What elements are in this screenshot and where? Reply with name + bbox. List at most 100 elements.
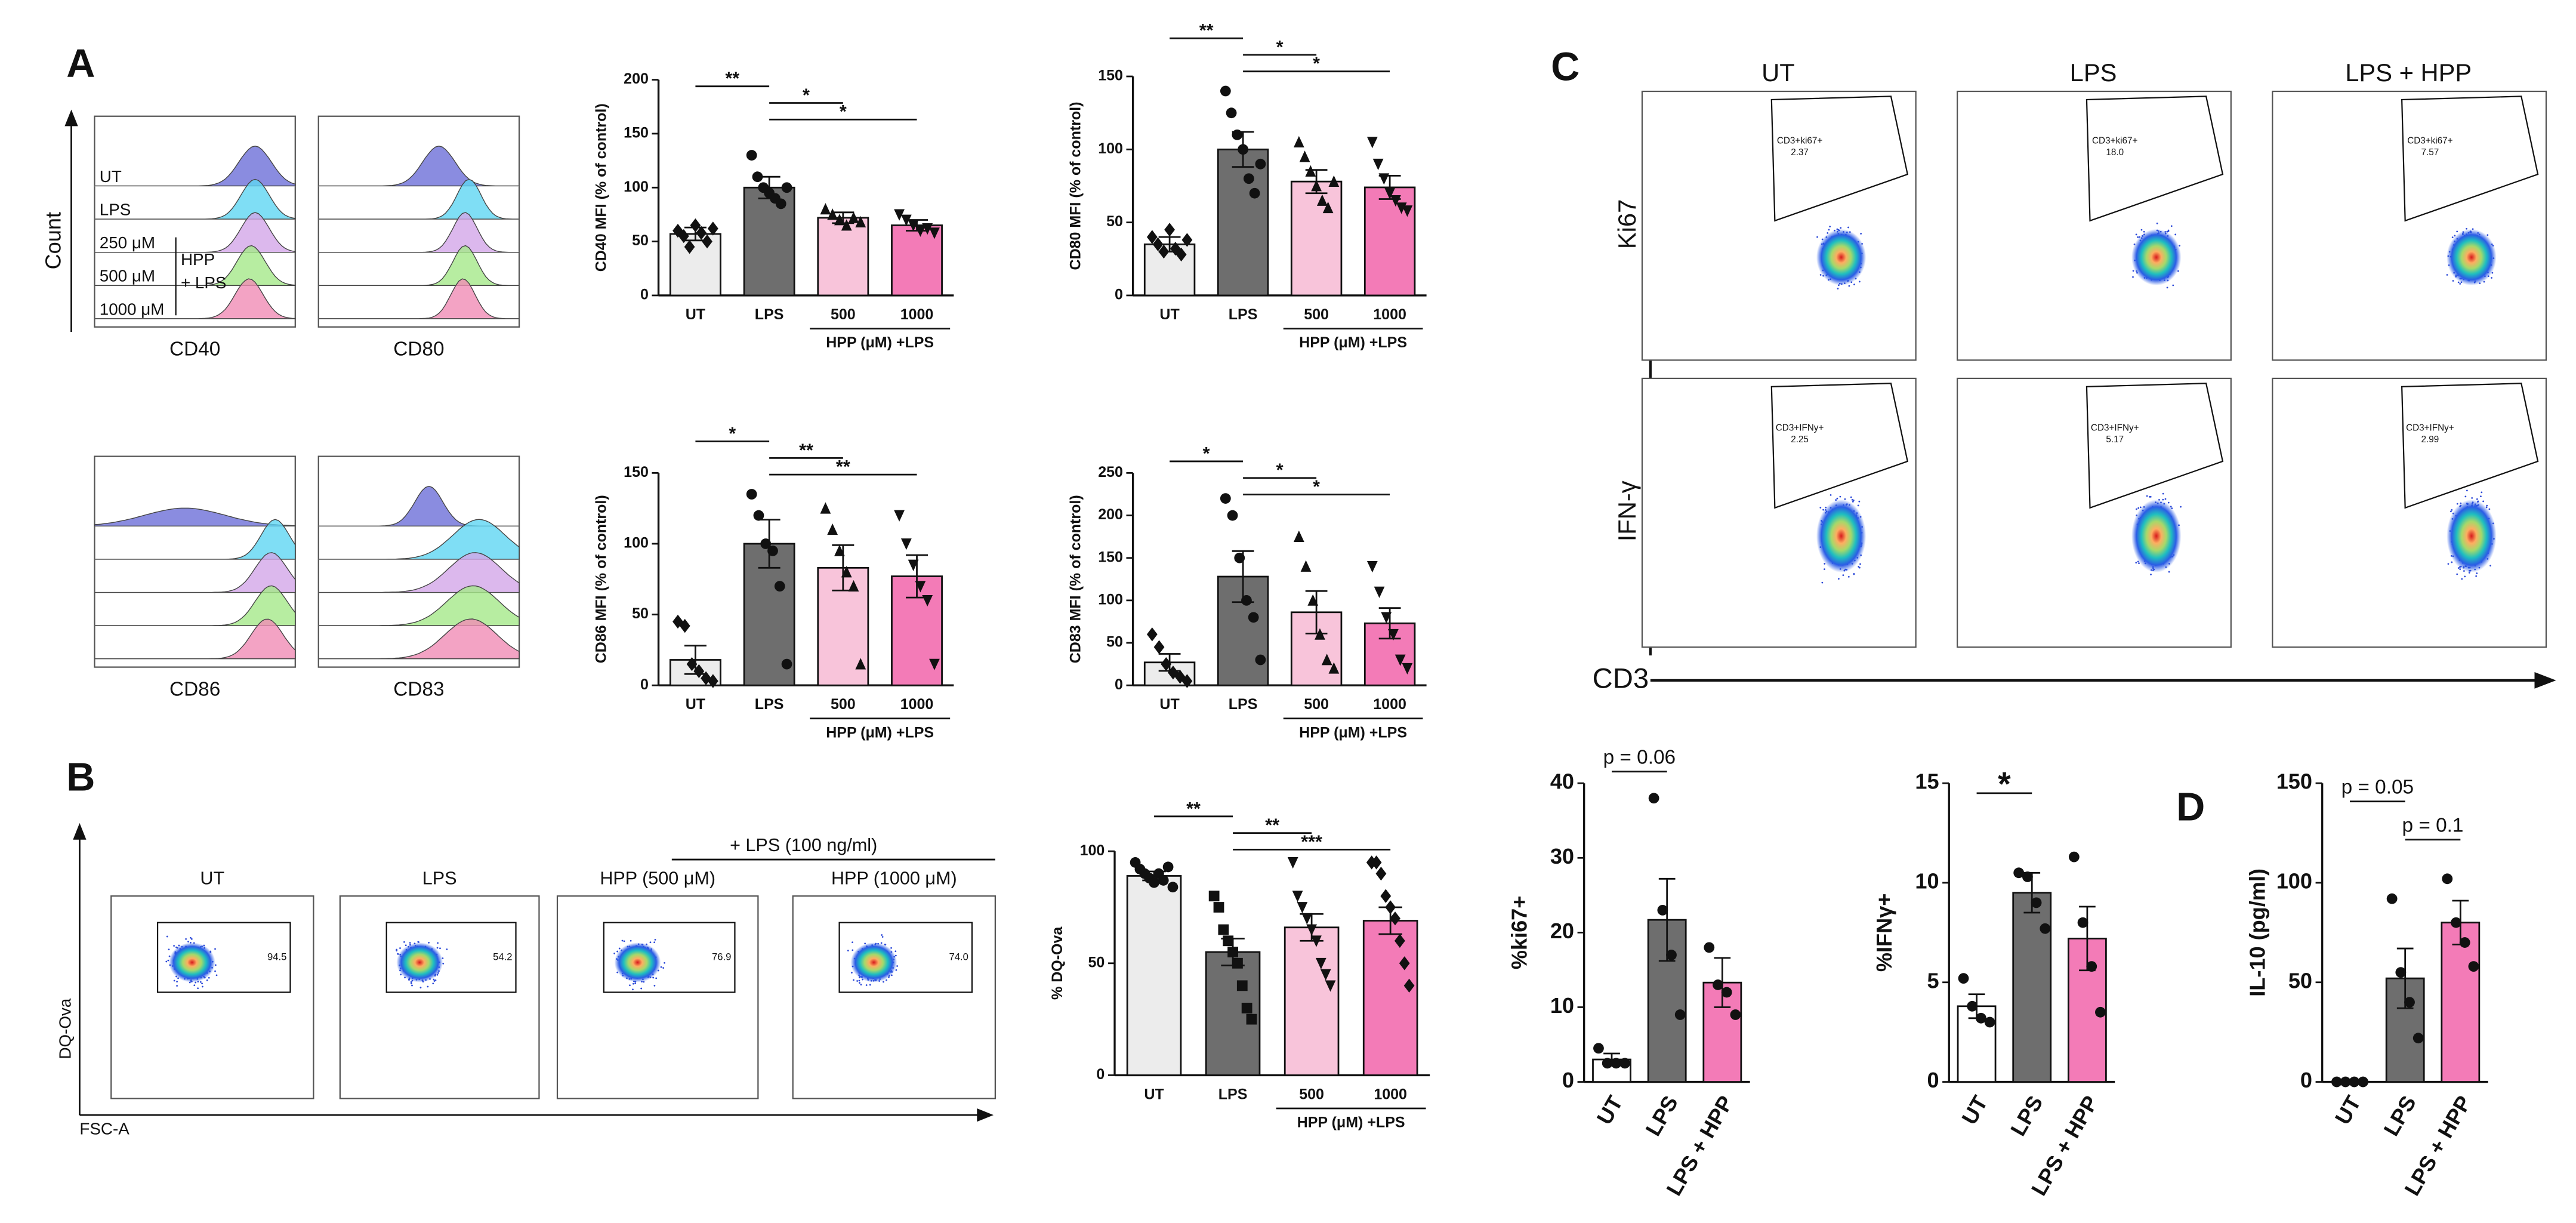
data-point (1176, 247, 1187, 262)
data-point (908, 559, 919, 571)
data-point (1232, 129, 1243, 140)
event-dot (2446, 274, 2448, 276)
event-dot (1842, 574, 1844, 577)
gate (385, 922, 517, 993)
event-dot (869, 984, 871, 986)
x-tick-label: 1000 (1374, 1086, 1407, 1102)
histogram-frame (317, 115, 520, 328)
data-point (1208, 891, 1220, 902)
histogram-frame (94, 115, 296, 328)
data-point (900, 538, 912, 550)
data-point (1232, 957, 1243, 969)
event-dot (1848, 285, 1850, 287)
x-tick-label: 1000 (900, 306, 934, 323)
y-axis-label: CD40 MFI (% of control) (593, 103, 610, 272)
data-point (908, 220, 919, 232)
event-dot (890, 947, 892, 949)
bar (2012, 892, 2052, 1083)
data-point (2386, 893, 2398, 904)
bar (1290, 180, 1343, 297)
plot-frame (2272, 377, 2547, 648)
event-dot (2450, 510, 2452, 513)
data-point (746, 150, 757, 161)
event-dot (206, 979, 208, 981)
event-dot (2456, 503, 2458, 505)
data-point (1371, 855, 1382, 870)
y-tick-label: 200 (1098, 506, 1123, 523)
data-point (2331, 1076, 2342, 1088)
data-point (1399, 956, 1410, 971)
event-dot (653, 984, 656, 987)
event-dot (2481, 491, 2483, 494)
event-dot (2132, 270, 2134, 272)
event-dot (190, 936, 192, 939)
significance-label: * (729, 424, 736, 444)
x-tick-label: UT (1159, 306, 1179, 323)
event-dot (2172, 284, 2174, 287)
event-dot (1859, 281, 1861, 283)
data-point (2013, 867, 2025, 879)
x-tick-label: UT (2330, 1092, 2366, 1129)
event-dot (640, 987, 643, 990)
data-point (1316, 194, 1328, 206)
significance-label: * (840, 101, 847, 122)
x-tick-label: LPS (1229, 696, 1258, 713)
arrow-head (977, 1108, 994, 1122)
header: + LPS (100 ng/ml) (730, 835, 877, 855)
data-point (1976, 1012, 1986, 1024)
significance-label: p = 0.1 (2402, 814, 2464, 836)
data-point (1366, 561, 1378, 573)
y-tick-label: 0 (640, 287, 649, 303)
data-point (1704, 942, 1715, 953)
panel-label: A (66, 42, 95, 86)
marker-label: CD86 (169, 678, 220, 700)
event-dot (2180, 506, 2182, 508)
histogram-frame (317, 455, 520, 668)
histogram-curve (94, 618, 296, 660)
data-point (1300, 560, 1312, 572)
data-point (2404, 997, 2415, 1008)
bar (2441, 922, 2481, 1083)
significance-label: ** (836, 457, 850, 477)
event-dot (2174, 233, 2177, 236)
event-dot (190, 938, 193, 940)
gate (156, 922, 291, 993)
gate-value: 2.37 (1791, 147, 1809, 158)
event-dot (1853, 499, 1855, 501)
data-point (834, 214, 845, 226)
data-point (834, 544, 845, 556)
density-blob (2131, 499, 2182, 573)
data-point (2040, 923, 2051, 934)
column-title: LPS + HPP (2345, 58, 2472, 87)
density-blob (850, 942, 897, 982)
event-dot (201, 982, 203, 985)
data-point (1381, 612, 1392, 624)
significance-label: ** (725, 69, 739, 89)
event-dot (2162, 492, 2164, 495)
error-bar (1658, 877, 1676, 962)
data-point (1299, 150, 1310, 162)
y-tick-label: 250 (1098, 464, 1123, 480)
data-point (1385, 900, 1396, 914)
x-tick-label: LPS (1229, 306, 1258, 323)
y-tick-label: 150 (624, 125, 649, 141)
bracket-label: HPP (181, 250, 215, 269)
data-point (841, 219, 852, 231)
data-point (1593, 1043, 1604, 1054)
event-dot (2451, 509, 2453, 511)
histogram-curve (318, 178, 520, 220)
data-point (1402, 663, 1413, 675)
plot-title: UT (200, 868, 224, 889)
event-dot (446, 948, 448, 950)
x-tick-label: UT (1957, 1092, 1992, 1129)
event-dot (397, 953, 399, 955)
event-dot (881, 934, 883, 936)
data-point (2395, 967, 2407, 978)
gate-value: 7.57 (2421, 147, 2439, 158)
event-dot (886, 979, 887, 981)
data-point (767, 545, 778, 556)
event-dot (634, 982, 637, 984)
y-tick-label: 5 (1927, 968, 1939, 993)
data-point (1619, 1058, 1630, 1069)
data-point (1374, 586, 1385, 598)
